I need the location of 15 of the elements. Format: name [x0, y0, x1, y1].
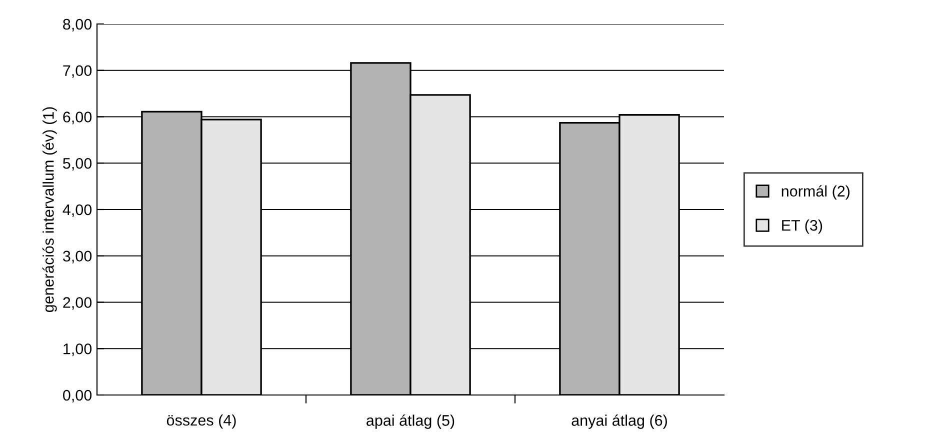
- y-tick-label: 2,00: [63, 297, 92, 310]
- y-tick-label: 4,00: [62, 204, 92, 217]
- y-axis-title: generációs intervallum (év) (1): [42, 107, 57, 312]
- y-tick-label: 3,00: [62, 250, 92, 264]
- y-tick-label: 6,00: [63, 112, 92, 124]
- x-tick-label: apai átlag (5): [366, 414, 454, 429]
- x-tick-label: anyai átlag (6): [572, 414, 667, 429]
- legend-label: normál (2): [782, 185, 850, 200]
- y-tick-label: 0,00: [63, 390, 92, 402]
- y-tick-label: 7,00: [63, 65, 92, 78]
- legend-label: ET (3): [782, 220, 822, 234]
- x-tick-label: összes (4): [166, 414, 236, 429]
- y-tick-label: 1,00: [64, 343, 92, 356]
- y-tick-label: 8,00: [63, 18, 92, 32]
- y-tick-label: 5,00: [63, 158, 92, 171]
